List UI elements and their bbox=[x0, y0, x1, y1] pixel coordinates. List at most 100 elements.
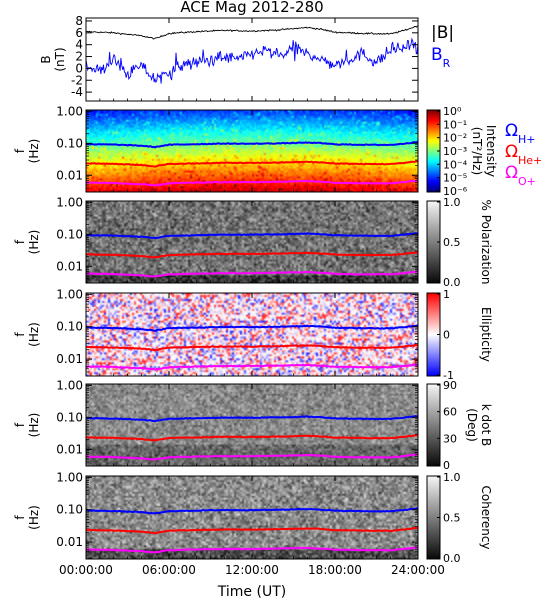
series-line-bmag bbox=[85, 25, 418, 40]
colorbar bbox=[427, 110, 440, 192]
y-tick-label: 1.00 bbox=[56, 195, 83, 209]
y-axis-unit: (nT) bbox=[53, 47, 67, 71]
colorbar-tick-label: 1.0 bbox=[443, 196, 461, 209]
colorbar-tick-label: 0 bbox=[443, 329, 450, 342]
y-tick-label: 1.00 bbox=[56, 378, 83, 392]
colorbar-tick-label: 60 bbox=[443, 406, 457, 419]
colorbar-tick-label: 10⁻⁶ bbox=[443, 185, 468, 198]
gyrofrequency-line-heplus bbox=[85, 251, 419, 259]
x-tick-label: 00:00:00 bbox=[59, 563, 113, 577]
x-tick-label: 24:00:00 bbox=[391, 563, 445, 577]
colorbar-tick-label: 10⁰ bbox=[443, 105, 462, 118]
y-tick-label: 4 bbox=[75, 38, 83, 52]
heatmap-image bbox=[86, 384, 418, 466]
colorbar-tick-label: 0.0 bbox=[443, 276, 461, 289]
panel-coherency: 1.00 0.10 0.01 f (Hz) 1.0 0.5 0.0 Coherency bbox=[13, 470, 493, 565]
chart-title: ACE Mag 2012-280 bbox=[180, 0, 323, 16]
gyrofrequency-line-heplus bbox=[86, 526, 419, 535]
y-axis-label: f bbox=[13, 332, 27, 337]
heatmap-image bbox=[86, 201, 418, 283]
y-axis-label: f bbox=[13, 422, 27, 427]
legend-subscript: O+ bbox=[518, 175, 536, 188]
colorbar-tick-label: 10⁻⁵ bbox=[443, 172, 467, 185]
colorbar-tick-label: 30 bbox=[443, 432, 457, 445]
y-tick-label: 0.10 bbox=[56, 410, 83, 424]
colorbar-tick-label: 0.5 bbox=[443, 236, 461, 249]
panel-polarization: 1.00 0.10 0.01 f (Hz) 1.0 0.5 0.0 % Polarization bbox=[13, 195, 493, 289]
legend-bmag: |B| bbox=[431, 23, 454, 43]
colorbar-tick-label: 10⁻⁴ bbox=[443, 158, 468, 171]
y-tick-label: 1.00 bbox=[56, 104, 83, 118]
legend-subscript: R bbox=[443, 57, 451, 70]
y-axis-label: B bbox=[39, 55, 53, 63]
y-tick-label: -4 bbox=[71, 85, 83, 99]
colorbar-frame bbox=[426, 383, 441, 467]
colorbar-tick-label: 0 bbox=[443, 459, 450, 472]
y-axis-label: f bbox=[13, 239, 27, 244]
y-axis-unit: (Hz) bbox=[27, 413, 41, 438]
heatmap-image bbox=[86, 110, 418, 192]
y-tick-label: -2 bbox=[71, 73, 83, 87]
y-tick-label: 0.01 bbox=[56, 168, 83, 182]
y-tick-label: 1.00 bbox=[56, 287, 83, 301]
colorbar-tick-label: 10⁻¹ bbox=[443, 118, 467, 131]
y-tick-label: 0.01 bbox=[56, 442, 83, 456]
y-tick-label: 0.01 bbox=[56, 535, 83, 549]
y-axis-unit: (Hz) bbox=[27, 322, 41, 347]
panel-kdotb: 1.00 0.10 0.01 f (Hz) 90 60 30 0 k dot B(Deg) bbox=[13, 378, 493, 472]
y-axis-unit: (Hz) bbox=[27, 505, 41, 530]
panel-psd: 1.00 0.10 0.01 f (Hz) 10⁰10⁻¹10⁻²10⁻³10⁻⁴10⁻⁵… bbox=[13, 104, 542, 198]
gyrofrequency-line-hplus bbox=[85, 414, 419, 423]
colorbar-label: Coherency bbox=[479, 485, 493, 549]
gyrofrequency-line-oplus bbox=[86, 546, 419, 554]
colorbar-label: k dot B bbox=[479, 404, 493, 446]
y-axis-label: f bbox=[13, 148, 27, 153]
plot-area bbox=[86, 18, 418, 101]
heatmap-image bbox=[86, 476, 418, 559]
x-tick-label: 06:00:00 bbox=[142, 563, 196, 577]
y-tick-label: 0.10 bbox=[56, 227, 83, 241]
heatmap-image bbox=[86, 293, 418, 376]
y-tick-label: 0.10 bbox=[56, 320, 83, 334]
colorbar-tick-label: -1 bbox=[443, 369, 454, 382]
colorbar bbox=[427, 384, 440, 466]
x-axis-label: Time (UT) bbox=[217, 584, 286, 600]
colorbar-tick-label: 1.0 bbox=[443, 471, 461, 484]
y-tick-label: 0.10 bbox=[56, 503, 83, 517]
y-tick-label: 6 bbox=[75, 26, 83, 40]
gyrofrequency-line-heplus bbox=[85, 434, 419, 442]
gyrofrequency-line-oplus bbox=[85, 363, 419, 371]
y-tick-label: 0.01 bbox=[56, 352, 83, 366]
y-tick-label: 0.10 bbox=[56, 136, 83, 150]
gyrofrequency-line-heplus bbox=[85, 343, 419, 352]
gyrofrequency-line-oplus bbox=[85, 270, 419, 278]
colorbar bbox=[427, 476, 440, 559]
gyrofrequency-line-oplus bbox=[86, 179, 419, 187]
gyrofrequency-line-hplus bbox=[85, 141, 418, 149]
y-tick-label: 1.00 bbox=[56, 470, 83, 484]
colorbar-tick-label: 10⁻³ bbox=[443, 145, 467, 158]
colorbar-tick-label: 1 bbox=[443, 288, 450, 301]
colorbar bbox=[427, 293, 440, 376]
gyrofrequency-line-hplus bbox=[85, 507, 418, 515]
colorbar-label: Intensity bbox=[484, 125, 498, 177]
colorbar-tick-label: 0.5 bbox=[443, 512, 461, 525]
legend-subscript: H+ bbox=[518, 133, 536, 146]
gyrofrequency-line-oplus bbox=[86, 453, 419, 461]
y-tick-label: 2 bbox=[75, 50, 83, 64]
y-axis-label: f bbox=[13, 515, 27, 520]
x-tick-label: 12:00:00 bbox=[225, 563, 279, 577]
legend-subscript: He+ bbox=[518, 154, 542, 167]
colorbar-label: % Polarization bbox=[479, 200, 493, 285]
series-line-br bbox=[85, 37, 419, 84]
colorbar-unit: (Deg) bbox=[465, 408, 479, 442]
colorbar-label: Ellipticity bbox=[479, 307, 493, 362]
gyrofrequency-legend-oplus: ΩO+ bbox=[505, 163, 536, 188]
y-axis-unit: (Hz) bbox=[27, 139, 41, 164]
gyrofrequency-line-hplus bbox=[85, 324, 419, 332]
y-axis-unit: (Hz) bbox=[27, 230, 41, 255]
colorbar-unit: (nT²/Hz) bbox=[470, 127, 484, 175]
colorbar-tick-label: 90 bbox=[443, 379, 457, 392]
